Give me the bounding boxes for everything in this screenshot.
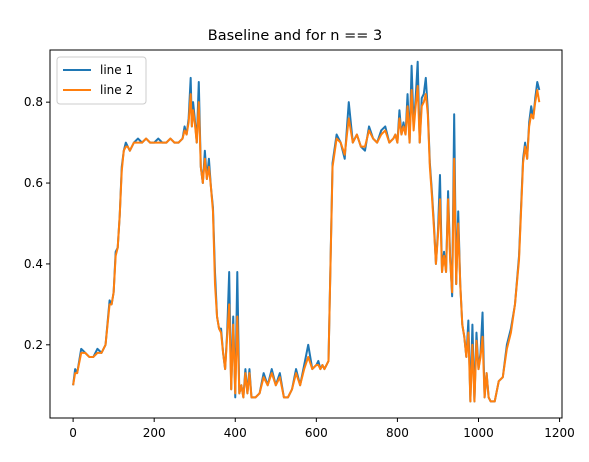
legend: line 1 line 2 bbox=[56, 56, 147, 105]
y-tick-label: 0.6 bbox=[24, 176, 43, 190]
x-tick-label: 1000 bbox=[463, 426, 494, 440]
x-tick-label: 400 bbox=[224, 426, 247, 440]
y-tick-label: 0.2 bbox=[24, 338, 43, 352]
x-tick-label: 600 bbox=[305, 426, 328, 440]
x-tick-label: 1200 bbox=[544, 426, 575, 440]
legend-box bbox=[56, 56, 147, 105]
axes-frame bbox=[49, 49, 563, 419]
y-tick-label: 0.4 bbox=[24, 257, 43, 271]
x-tick-label: 800 bbox=[386, 426, 409, 440]
legend-label-line-2: line 2 bbox=[100, 83, 133, 97]
chart-title: Baseline and for n == 3 bbox=[208, 28, 382, 44]
legend-label-line-1: line 1 bbox=[100, 63, 133, 77]
series-layer bbox=[72, 60, 541, 403]
y-axis: 0.2 0.4 0.6 0.8 bbox=[24, 95, 50, 352]
y-tick-label: 0.8 bbox=[24, 95, 43, 109]
x-axis: 0 200 400 600 800 1000 1200 bbox=[69, 418, 575, 440]
series-line-2 bbox=[72, 84, 541, 403]
x-tick-label: 0 bbox=[69, 426, 77, 440]
x-tick-label: 200 bbox=[143, 426, 166, 440]
